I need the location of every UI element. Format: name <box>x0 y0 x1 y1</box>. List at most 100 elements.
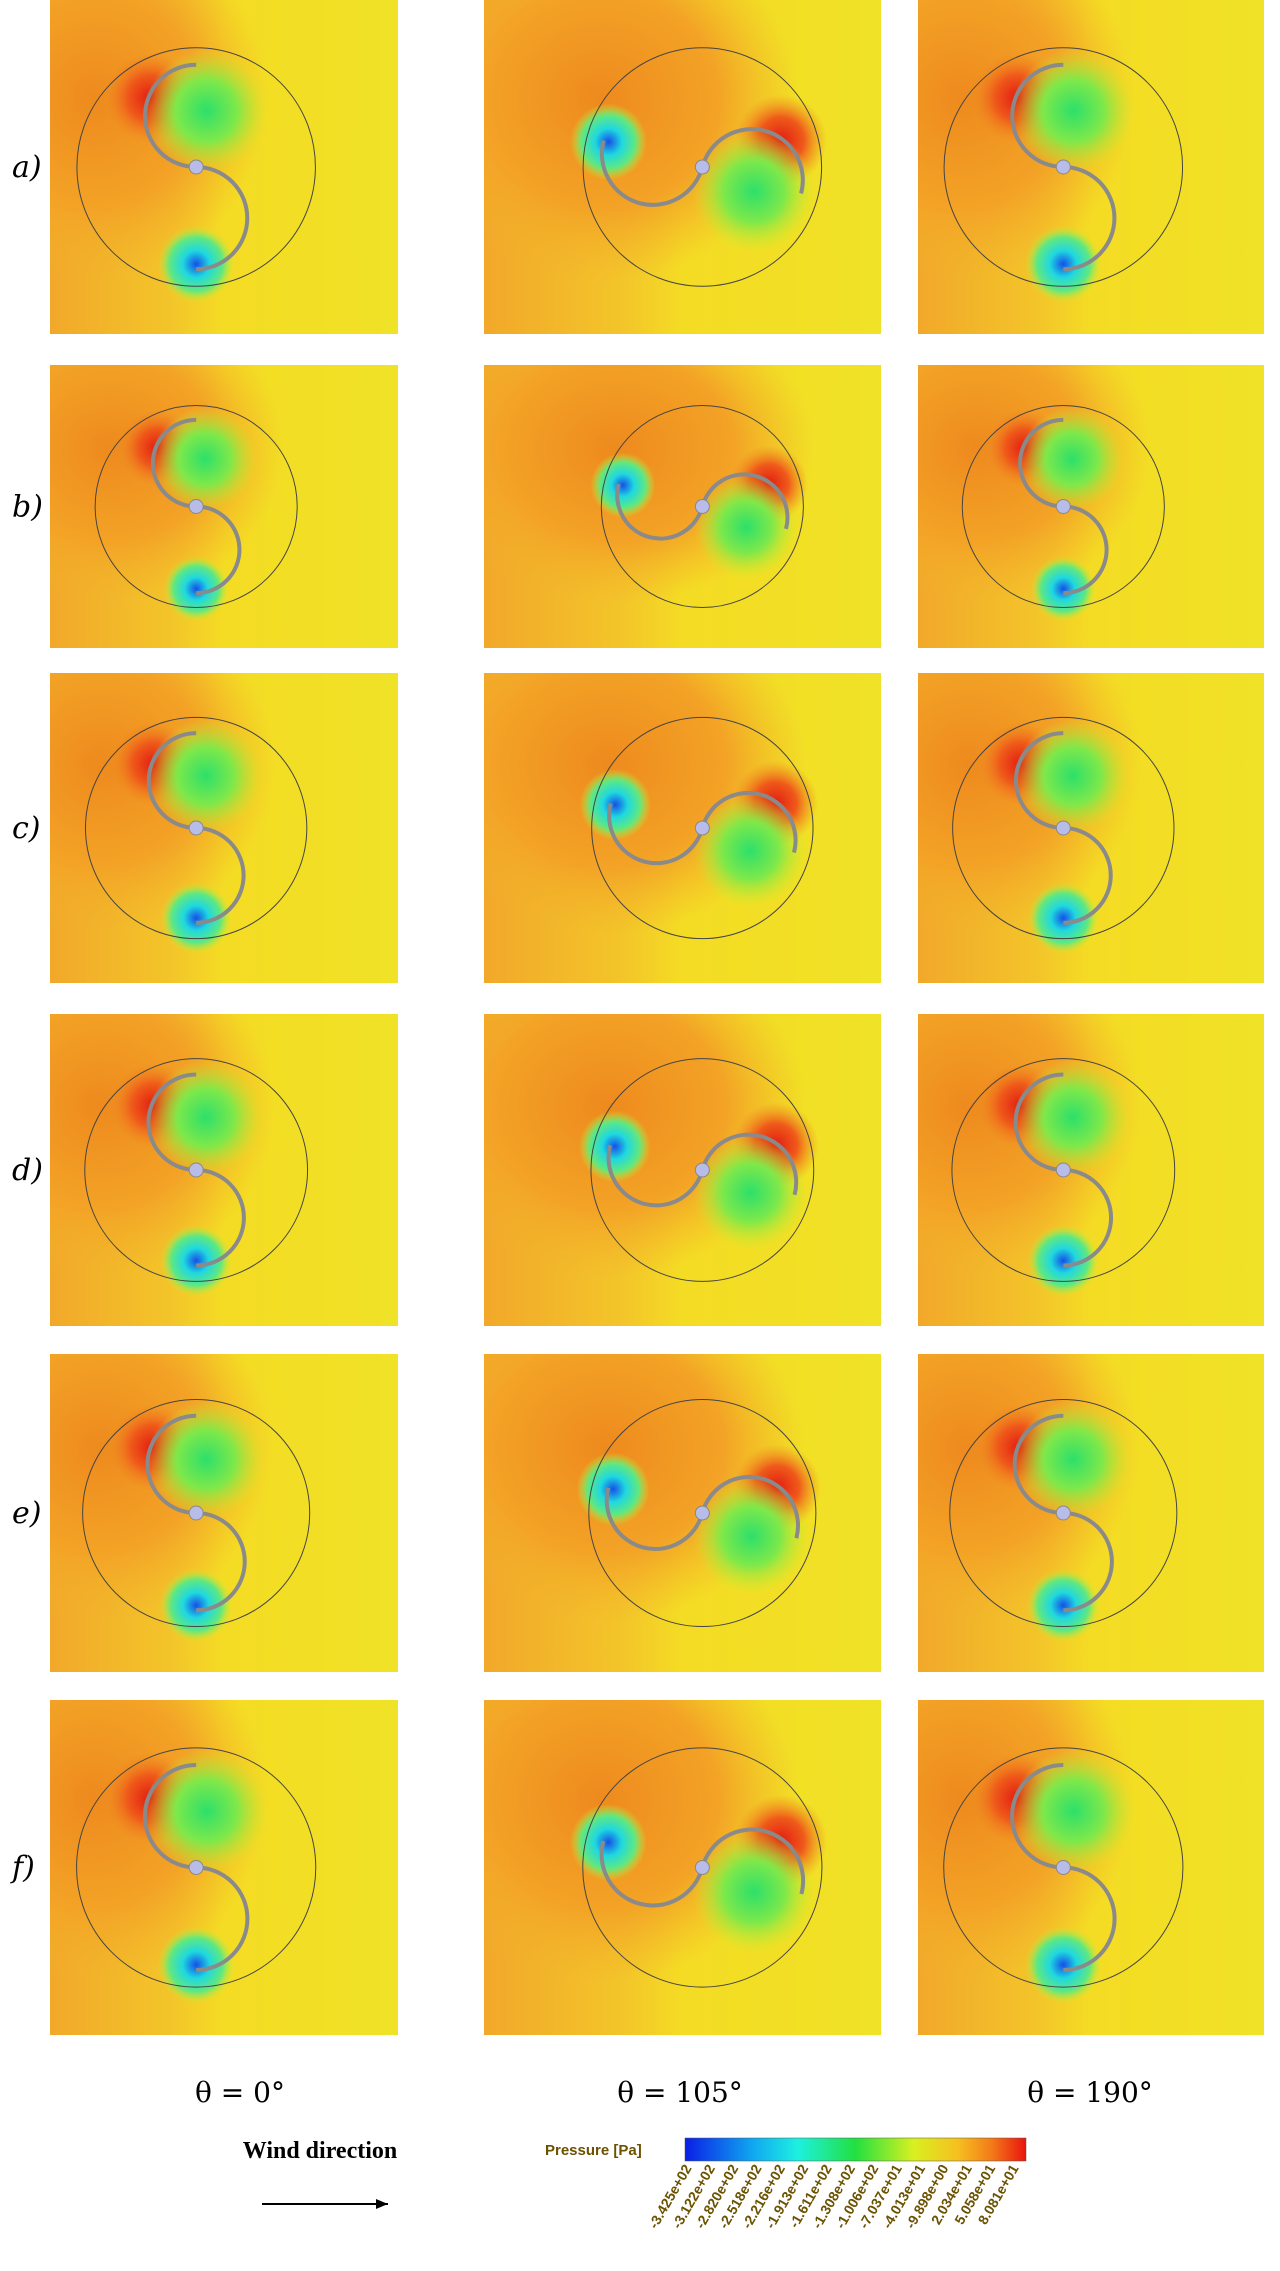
contour-panel <box>484 1354 881 1672</box>
rotor <box>971 49 1135 303</box>
tip-vortex <box>157 225 235 303</box>
blade <box>606 1144 705 1208</box>
column-label: θ = 105° <box>617 2076 743 2109</box>
low-pressure <box>1015 1060 1131 1175</box>
shaft <box>694 1162 710 1178</box>
row-label: a) <box>12 150 42 185</box>
colorbar-title: Pressure [Pa] <box>545 2142 642 2159</box>
column-label: θ = 0° <box>195 2076 285 2109</box>
shaft <box>188 820 204 836</box>
shaft <box>188 1162 204 1178</box>
contour-panel <box>484 365 881 648</box>
shaft <box>694 1860 710 1875</box>
rotor-domain <box>591 716 814 940</box>
rotor-domain <box>943 47 1184 287</box>
rotor <box>110 718 263 954</box>
blade <box>150 417 197 509</box>
tip-vortex <box>163 556 229 622</box>
blade <box>1063 1511 1114 1613</box>
low-pressure <box>693 1135 808 1251</box>
low-pressure <box>692 130 816 253</box>
rotor <box>110 1060 263 1297</box>
blade <box>607 802 705 866</box>
column-label: θ = 190° <box>1027 2076 1153 2109</box>
rotor-domain <box>949 1398 1178 1628</box>
blade <box>700 1474 800 1539</box>
contour-panel <box>484 1700 881 2035</box>
shaft <box>694 159 710 175</box>
blade <box>196 165 250 272</box>
contour-panel <box>918 1354 1264 1672</box>
low-pressure <box>692 1830 816 1954</box>
colorbar <box>684 2137 1027 2162</box>
rotor-domain <box>952 716 1175 940</box>
blade <box>1013 731 1064 830</box>
row-label: b) <box>12 490 43 525</box>
rotor-domain <box>84 1058 309 1282</box>
blade <box>1063 826 1113 925</box>
tip-vortex <box>1024 1926 1102 2004</box>
blade <box>146 1072 197 1172</box>
contour-panel <box>484 673 881 983</box>
rotor-domain <box>582 47 823 287</box>
low-pressure <box>693 793 808 908</box>
rotor <box>977 1060 1131 1297</box>
rotor-domain <box>961 404 1165 609</box>
low-pressure <box>1012 1749 1136 1873</box>
blade <box>143 62 197 169</box>
rotor <box>985 406 1124 622</box>
contour-panel <box>918 1700 1264 2035</box>
blade <box>146 731 197 830</box>
low-pressure <box>152 406 257 511</box>
tip-vortex <box>159 1568 233 1642</box>
shaft <box>1055 1162 1071 1178</box>
blade <box>700 127 805 194</box>
contour-panel <box>484 1014 881 1326</box>
rotor-domain <box>951 1058 1176 1282</box>
contour-panel <box>50 1354 398 1672</box>
rotor-domain <box>600 404 804 609</box>
row-label: d) <box>12 1153 43 1188</box>
rotor <box>570 94 827 253</box>
blade <box>1010 1762 1064 1870</box>
blade <box>1013 1072 1064 1172</box>
tip-vortex <box>570 103 647 181</box>
contour-panel <box>50 0 398 334</box>
low-pressure <box>144 1749 268 1873</box>
low-pressure <box>1020 406 1124 511</box>
rotor-domain <box>76 1747 317 1988</box>
low-pressure <box>1012 49 1135 173</box>
low-pressure <box>1015 718 1130 833</box>
rotor <box>103 1749 268 2004</box>
blade <box>700 1132 799 1196</box>
blade <box>615 483 705 541</box>
contour-panel <box>918 1014 1264 1326</box>
tip-vortex <box>579 769 651 841</box>
shaft <box>1055 1505 1071 1521</box>
shaft <box>1055 159 1071 175</box>
rotor <box>975 1401 1132 1642</box>
tip-vortex <box>1027 1224 1100 1297</box>
contour-panel <box>50 1014 398 1326</box>
low-pressure <box>1014 1401 1132 1518</box>
row-label: f) <box>10 1851 35 1886</box>
tip-vortex <box>160 882 232 954</box>
rotor-domain <box>94 404 298 609</box>
contour-panel <box>918 0 1264 334</box>
rotor <box>104 49 268 303</box>
blade <box>1063 504 1109 596</box>
blade <box>142 1762 197 1870</box>
blade <box>700 1827 806 1895</box>
shaft <box>188 1860 204 1875</box>
rotor-domain <box>943 1747 1184 1988</box>
rotor-domain <box>82 1398 311 1628</box>
blade <box>1018 417 1064 509</box>
tip-vortex <box>157 1926 235 2004</box>
tip-vortex <box>590 452 656 518</box>
tip-vortex <box>1027 882 1099 954</box>
rotor <box>971 1749 1136 2004</box>
blade <box>599 1840 705 1908</box>
rotor-domain <box>590 1058 815 1282</box>
low-pressure <box>148 1060 263 1175</box>
